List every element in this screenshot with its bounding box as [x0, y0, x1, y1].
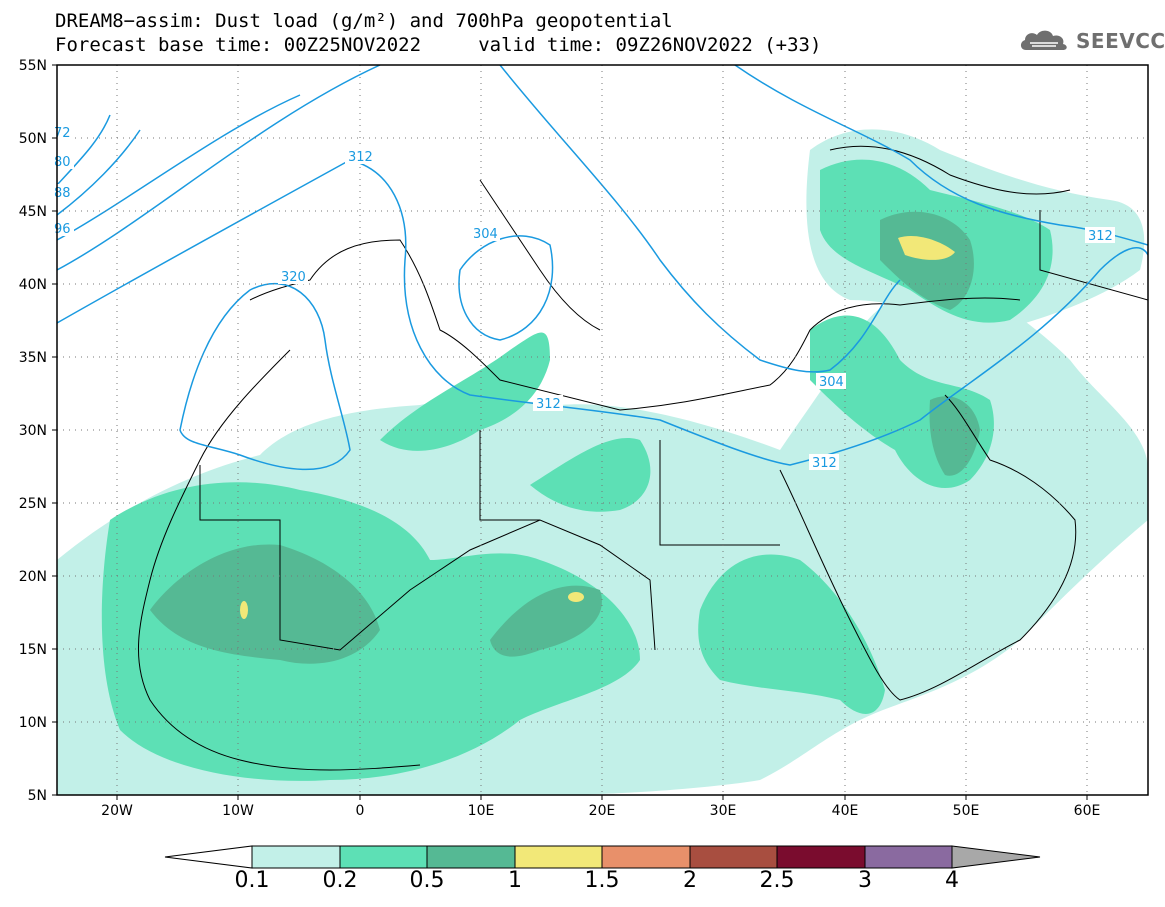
lat-tick-label: 5N	[28, 788, 47, 804]
dust-1-region	[568, 592, 584, 602]
lat-tick-label: 20N	[19, 569, 47, 585]
lat-tick-label: 55N	[19, 58, 47, 74]
lat-tick-label: 25N	[19, 496, 47, 512]
colorbar-swatch	[689, 845, 778, 869]
lat-tick-label: 50N	[19, 131, 47, 147]
forecast-time-line: Forecast base time: 00Z25NOV2022 valid t…	[55, 34, 822, 56]
latitude-labels: 55N 50N 45N 40N 35N 30N 25N 20N 15N 10N …	[19, 58, 47, 804]
contour-line	[179, 283, 351, 471]
colorbar-label: 2.5	[759, 868, 795, 893]
colorbar-label: 2	[683, 868, 697, 893]
lat-tick-label: 15N	[19, 642, 47, 658]
lat-tick-label: 10N	[19, 715, 47, 731]
contour-labels: 72 80 88 96 312 320 304 312 304 312 312	[52, 124, 1115, 471]
colorbar-swatch	[514, 845, 603, 869]
lon-tick-label: 10E	[468, 803, 495, 819]
lat-tick-label: 45N	[19, 204, 47, 220]
contour-label: 88	[54, 186, 71, 201]
dust-1-region	[240, 601, 248, 619]
colorbar-swatch	[776, 845, 866, 869]
dust-0-5-region	[880, 211, 974, 310]
contour-line	[57, 114, 111, 186]
contour-label: 304	[819, 375, 844, 390]
colorbar-label: 0.5	[409, 868, 445, 893]
lon-tick-label: 50E	[953, 803, 980, 819]
lat-tick-label: 35N	[19, 350, 47, 366]
logo-text: SEEVCCC	[1076, 29, 1165, 53]
cloud-logo-icon	[1020, 30, 1067, 50]
colorbar-label: 1.5	[584, 868, 620, 893]
coastline	[829, 145, 1071, 195]
colorbar	[164, 845, 1041, 869]
contour-label: 312	[348, 150, 373, 165]
dust-0-2-region	[698, 554, 885, 714]
lon-tick-label: 60E	[1074, 803, 1101, 819]
dust-1-region	[898, 235, 955, 260]
coastlines	[137, 145, 1148, 771]
colorbar-swatch	[339, 845, 428, 869]
contour-line	[458, 235, 554, 341]
dust-0-2-region	[530, 438, 651, 512]
dust-0-5-region	[490, 585, 602, 657]
coastline	[779, 394, 1077, 701]
country-border	[479, 430, 540, 521]
contour-label: 312	[1088, 229, 1113, 244]
lon-tick-label: 0	[356, 803, 365, 819]
colorbar-swatch	[251, 845, 341, 869]
contour-label: 96	[54, 222, 71, 237]
contour-label: 304	[473, 227, 498, 242]
contour-line	[57, 65, 381, 271]
lon-tick-label: 30E	[710, 803, 737, 819]
colorbar-label: 3	[858, 868, 872, 893]
tick-marks	[52, 64, 1088, 800]
seevccc-logo: SEEVCCC	[1018, 28, 1165, 54]
colorbar-over-arrow	[951, 845, 1041, 869]
country-border	[199, 465, 656, 651]
contour-label: 312	[536, 397, 561, 412]
colorbar-label: 4	[945, 868, 959, 893]
dust-0-5-region	[929, 396, 980, 476]
colorbar-label: 0.2	[322, 868, 358, 893]
lon-tick-label: 20E	[589, 803, 616, 819]
contour-label: 80	[54, 155, 71, 170]
colorbar-label: 0.1	[234, 868, 270, 893]
contour-label: 320	[281, 270, 306, 285]
map-title: DREAM8−assim: Dust load (g/m²) and 700hP…	[55, 10, 673, 32]
lon-tick-label: 40E	[832, 803, 859, 819]
coastline	[249, 239, 1021, 411]
colorbar-swatch	[601, 845, 691, 869]
colorbar-label: 1	[508, 868, 522, 893]
lon-tick-label: 10W	[222, 803, 254, 819]
dust-0-5-region	[150, 544, 380, 664]
contour-line	[57, 129, 141, 216]
colorbar-swatch	[426, 845, 516, 869]
contour-line	[499, 65, 901, 373]
lat-tick-label: 30N	[19, 423, 47, 439]
country-border	[659, 440, 780, 546]
contour-line	[57, 94, 301, 241]
lat-tick-label: 40N	[19, 277, 47, 293]
contour-label: 312	[812, 456, 837, 471]
lon-tick-label: 20W	[101, 803, 133, 819]
colorbar-under-arrow	[164, 845, 253, 869]
dust-0-2-region	[380, 332, 550, 451]
contour-label: 72	[54, 126, 71, 141]
country-border	[1039, 210, 1148, 301]
coastline	[479, 179, 601, 331]
longitude-labels: 20W 10W 0 10E 20E 30E 40E 50E 60E	[101, 803, 1100, 819]
colorbar-swatch	[864, 845, 953, 869]
coastline	[137, 349, 421, 771]
